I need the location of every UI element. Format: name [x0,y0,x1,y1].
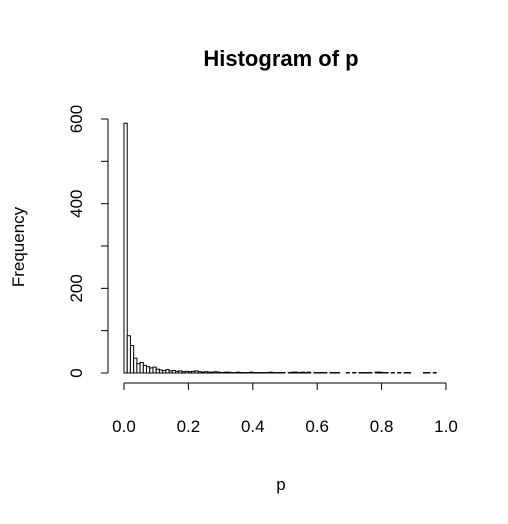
bars-group [123,122,437,374]
y-tick-label: 0 [67,368,86,377]
x-tick-label: 0.4 [241,417,265,436]
x-tick-label: 0.2 [177,417,201,436]
y-axis-label: Frequency [9,206,28,287]
y-tick-label: 400 [67,189,86,217]
x-tick-label: 0.8 [370,417,394,436]
x-tick-label: 0.0 [112,417,136,436]
x-tick-label: 0.6 [305,417,329,436]
chart-title: Histogram of p [203,46,358,71]
y-tick-label: 200 [67,274,86,302]
x-tick-label: 1.0 [434,417,458,436]
x-axis: 0.0 0.2 0.4 0.6 0.8 1.0 [112,382,458,436]
histogram-bar [123,122,128,374]
x-axis-label: p [276,475,285,494]
y-tick-label: 600 [67,105,86,133]
y-axis: 0 200 400 600 [67,105,109,378]
histogram-bar [307,371,312,374]
